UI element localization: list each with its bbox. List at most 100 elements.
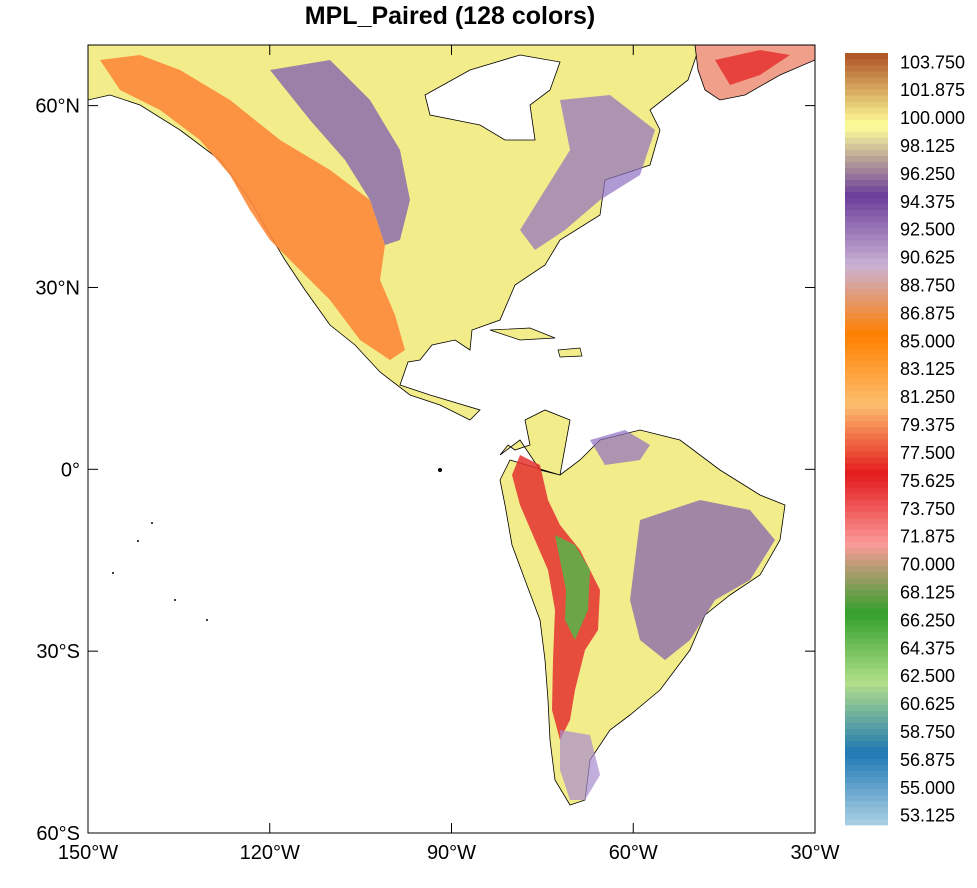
colorbar-cell [845,481,888,488]
colorbar-cell [845,445,888,452]
colorbar-cell [845,692,888,699]
colorbar-cell [845,698,888,705]
colorbar-cell [845,83,888,90]
colorbar-cell [845,414,888,422]
colorbar-cell [845,246,888,253]
colorbar-tick-label: 73.750 [900,499,955,519]
colorbar-cell [845,396,888,404]
colorbar-tick-label: 71.875 [900,527,955,547]
colorbar-cell [845,559,888,567]
colorbar-cell [845,547,888,554]
colorbar-cell [845,233,888,241]
colorbar-cell [845,439,888,446]
colorbar-cell [845,203,888,211]
colorbar-cell [845,505,888,512]
brazilian-highlands [630,500,775,660]
colorbar-cell [845,107,888,114]
colorbar-cell [845,306,888,313]
pacific-island [174,599,176,601]
colorbar-cell [845,764,888,772]
colorbar-tick-label: 58.750 [900,722,955,742]
colorbar-cell [845,300,888,307]
colorbar: 103.750 101.875 100.000 98.125 96.250 94.375 9… [845,52,965,826]
pacific-island [137,540,139,542]
map-title: MPL_Paired (128 colors) [304,2,596,30]
colorbar-cell [845,215,888,223]
colorbar-tick-label: 83.125 [900,359,955,379]
colorbar-tick-label: 90.625 [900,248,955,268]
colorbar-cell [845,523,888,530]
colorbar-tick-label: 70.000 [900,555,955,575]
colorbar-cell [845,288,888,295]
colorbar-cell [845,638,888,645]
colorbar-cell [845,402,888,410]
colorbar-cell [845,782,888,790]
colorbar-cell [845,499,888,506]
colorbar-cell [845,71,888,78]
colorbar-tick-label: 66.250 [900,610,955,630]
colorbar-cell [845,53,888,60]
colorbar-cell [845,282,888,289]
colorbar-cell [845,276,888,283]
rocky-mountains-high [100,55,405,360]
colorbar-cell [845,432,888,440]
colorbar-tick-label: 55.000 [900,778,955,798]
pacific-island [151,522,153,524]
colorbar-cell [845,270,888,277]
colorbar-cell [845,252,888,259]
colorbar-cell [845,644,888,651]
x-tick-label: 90°W [427,842,476,864]
colorbar-cell [845,65,888,72]
y-tick-label: 30°S [36,641,80,663]
colorbar-cell [845,758,888,766]
x-tick-label: 60°W [609,842,658,864]
patagonia [560,730,600,800]
hudson-bay [424,54,561,141]
colorbar-cell [845,426,888,434]
colorbar-cell [845,565,888,573]
map-panel: 150°W 120°W 90°W 60°W 30°W 60°N30°N0°30°S60°… [35,44,840,864]
altiplano-green [555,535,590,640]
colorbar-cell [845,553,888,561]
colorbar-cell [845,131,888,138]
colorbar-cell [845,535,888,542]
colorbar-cell [845,330,888,337]
colorbar-tick-label: 81.250 [900,387,955,407]
colorbar-cell [845,354,888,361]
x-tick-label: 30°W [790,842,839,864]
colorbar-cell [845,294,888,301]
colorbar-cell [845,324,888,331]
colorbar-cell [845,517,888,524]
colorbar-cell [845,258,888,265]
colorbar-cell [845,143,888,150]
colorbar-cell [845,59,888,66]
colorbar-cell [845,366,888,374]
colorbar-cell [845,788,888,796]
colorbar-cell [845,197,888,205]
land-surface [88,45,815,806]
colorbar-cell [845,776,888,784]
colorbar-cell [845,179,888,187]
colorbar-cell [845,632,888,639]
colorbar-cell [845,613,888,621]
colorbar-cell [845,155,888,162]
colorbar-cell [845,95,888,102]
colorbar-tick-label: 96.250 [900,164,955,184]
colorbar-cell [845,185,888,193]
colorbar-cell [845,625,888,633]
colorbar-cell [845,390,888,398]
colorbar-cell [845,511,888,518]
colorbar-cell [845,173,888,181]
colorbar-cell [845,191,888,199]
galapagos-island [438,468,442,472]
colorbar-cell [845,746,888,754]
colorbar-tick-label: 98.125 [900,136,955,156]
colorbar-tick-label: 103.750 [900,52,965,72]
x-tick-label: 120°W [240,842,300,864]
colorbar-cell [845,583,888,591]
y-tick-label: 60°S [36,823,80,845]
colorbar-tick-label: 101.875 [900,80,965,100]
colorbar-tick-label: 100.000 [900,108,965,128]
colorbar-cell [845,463,888,470]
colorbar-cell [845,113,888,120]
